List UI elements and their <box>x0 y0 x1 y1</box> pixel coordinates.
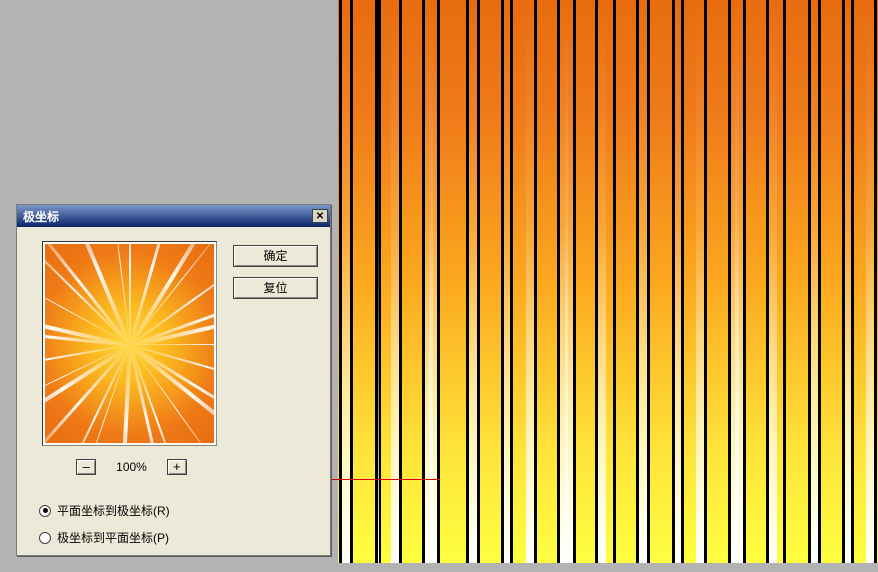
radio-icon <box>39 505 51 517</box>
radio-polar-to-rect[interactable]: 极坐标到平面坐标(P) <box>39 529 170 546</box>
close-icon: ✕ <box>316 211 324 222</box>
radio-rect-to-polar[interactable]: 平面坐标到极坐标(R) <box>39 502 170 519</box>
polar-coordinates-dialog: 极坐标 ✕ 确定 复位 – 100% + 平面坐标到极坐标(R) 极坐标到平面坐… <box>16 204 331 556</box>
zoom-value: 100% <box>116 460 147 474</box>
zoom-controls: – 100% + <box>59 459 204 475</box>
reset-button[interactable]: 复位 <box>233 277 318 299</box>
preview-canvas <box>45 244 214 443</box>
preview-frame <box>42 241 217 446</box>
close-button[interactable]: ✕ <box>312 209 328 223</box>
radio-label: 极坐标到平面坐标(P) <box>57 529 169 546</box>
zoom-out-button[interactable]: – <box>76 459 96 475</box>
dialog-titlebar[interactable]: 极坐标 ✕ <box>17 205 330 227</box>
radio-label: 平面坐标到极坐标(R) <box>57 502 170 519</box>
ok-button[interactable]: 确定 <box>233 245 318 267</box>
dialog-title: 极坐标 <box>23 208 59 225</box>
conversion-radios: 平面坐标到极坐标(R) 极坐标到平面坐标(P) <box>39 502 170 556</box>
zoom-in-button[interactable]: + <box>167 459 187 475</box>
radio-icon <box>39 532 51 544</box>
dialog-body: 确定 复位 – 100% + 平面坐标到极坐标(R) 极坐标到平面坐标(P) <box>17 227 330 555</box>
